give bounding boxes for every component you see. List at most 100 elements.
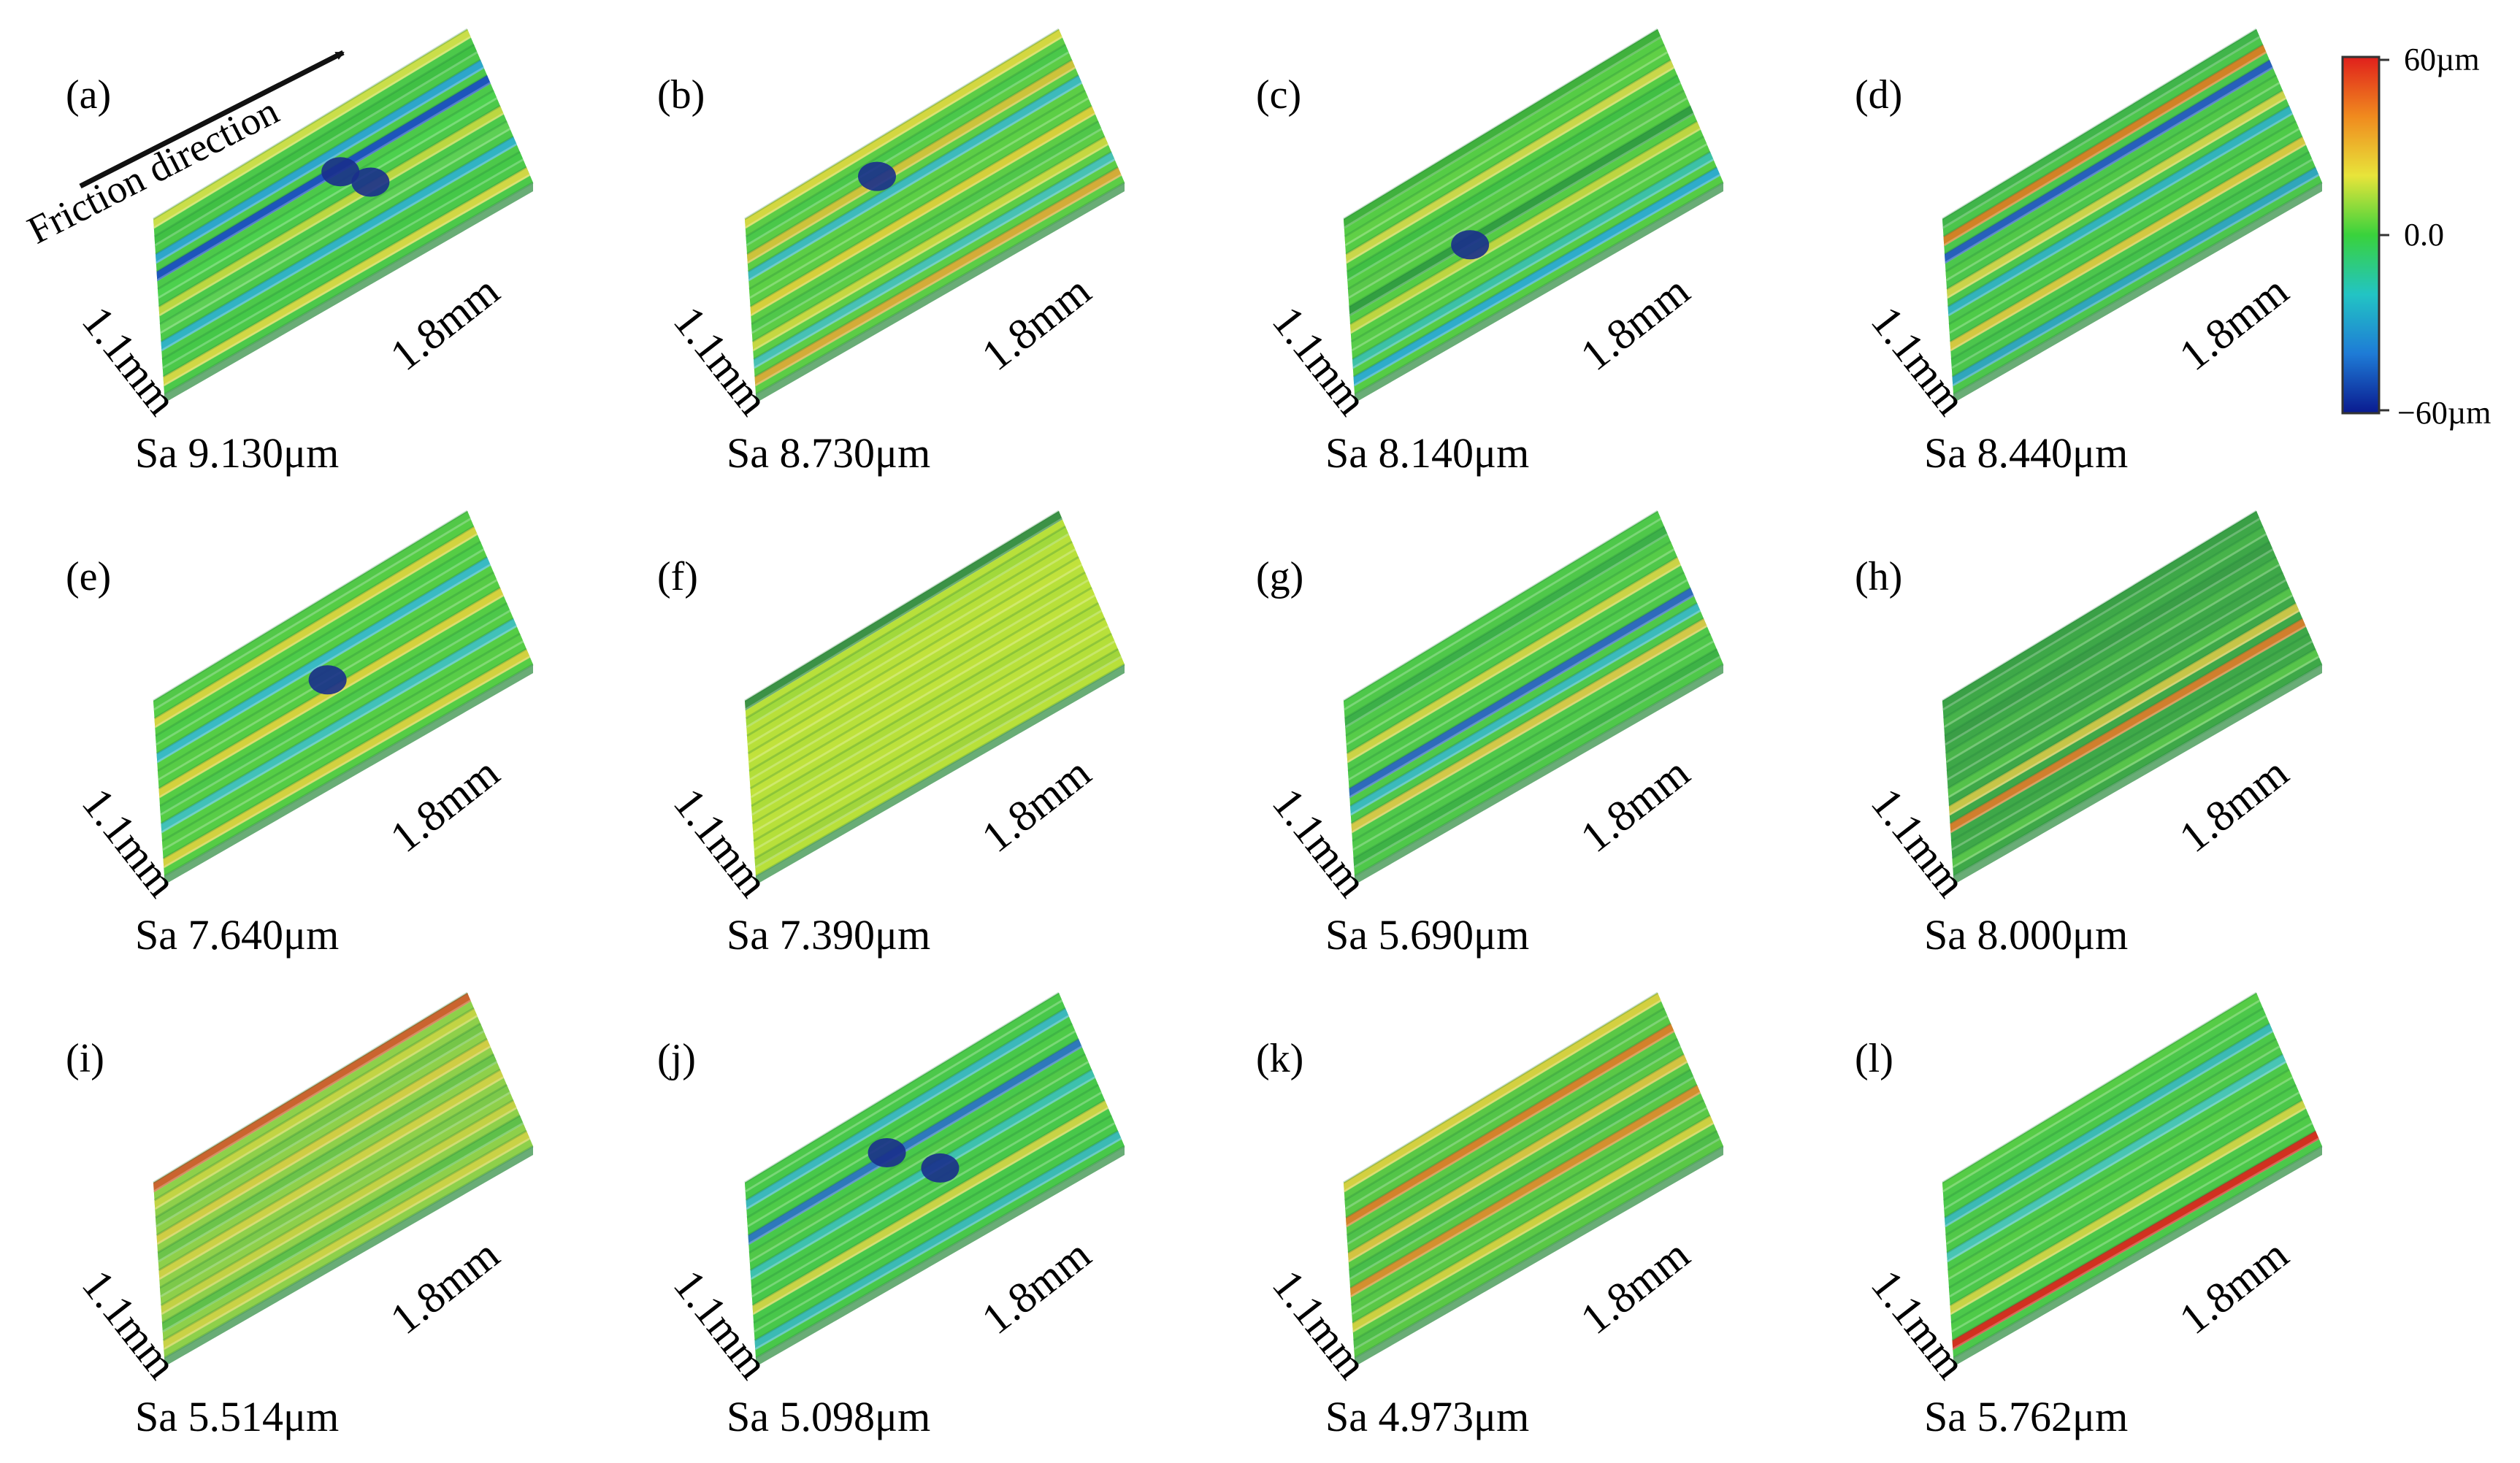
surface-stripe bbox=[1352, 634, 1714, 851]
surface-stripe bbox=[754, 649, 1122, 869]
panel-j-surface bbox=[744, 991, 1125, 1367]
surface-stripe bbox=[1351, 1100, 1707, 1316]
surface-stripe bbox=[752, 618, 1108, 834]
surface-stripe bbox=[1344, 45, 1668, 247]
surface-stripe bbox=[153, 993, 471, 1193]
surface-stripe bbox=[747, 60, 1076, 264]
wear-pit bbox=[868, 1138, 906, 1168]
surface-stripe bbox=[752, 1100, 1108, 1316]
surface-stripe bbox=[154, 526, 478, 729]
surface-stripe bbox=[156, 557, 491, 764]
panel-d-sa-caption: Sa 8.440μm bbox=[1924, 429, 2128, 477]
surface-stripe bbox=[1951, 1116, 2313, 1333]
surface-stripe bbox=[745, 29, 1062, 229]
surface-stripe bbox=[1952, 167, 2319, 387]
panel-k-sa-caption: Sa 4.973μm bbox=[1325, 1393, 1529, 1440]
panel-i-label: (i) bbox=[66, 1036, 104, 1081]
surface-stripe bbox=[1951, 634, 2313, 851]
panel-f-label: (f) bbox=[657, 554, 698, 599]
surface-stripe bbox=[754, 152, 1115, 369]
surface-stripe bbox=[1949, 603, 2299, 816]
surface-stripe bbox=[153, 29, 471, 229]
panel-d-surface bbox=[1942, 28, 2323, 403]
surface-stripe bbox=[746, 526, 1069, 729]
surface-stripe bbox=[748, 75, 1082, 282]
surface-stripe bbox=[1951, 152, 2313, 369]
surface-stripe bbox=[1351, 618, 1707, 834]
surface-stripe bbox=[1948, 1070, 2293, 1280]
surface-stripe bbox=[1347, 1039, 1681, 1245]
surface-stripe bbox=[1347, 75, 1681, 282]
surface-stripe bbox=[158, 1054, 497, 1263]
panel-e-label: (e) bbox=[66, 554, 111, 599]
surface-stripe bbox=[1948, 106, 2293, 317]
surface-stripe bbox=[751, 1085, 1102, 1298]
surface-stripe bbox=[1950, 1100, 2306, 1316]
wear-pit bbox=[1451, 230, 1490, 260]
surface-stripe bbox=[1947, 91, 2286, 299]
surface-stripe bbox=[1945, 75, 2280, 282]
surface-stripe bbox=[1344, 511, 1661, 711]
surface-stripe bbox=[746, 1008, 1069, 1210]
panel-g-sa-caption: Sa 5.690μm bbox=[1325, 911, 1529, 959]
surface-stripe bbox=[1347, 557, 1681, 764]
surface-stripe bbox=[156, 60, 484, 264]
wear-pit bbox=[308, 665, 347, 695]
panel-k-surface bbox=[1343, 991, 1724, 1367]
panel-c-sa-caption: Sa 8.140μm bbox=[1325, 429, 1529, 477]
panel-l-label: (l) bbox=[1855, 1036, 1893, 1081]
wear-pit bbox=[321, 157, 360, 187]
surface-stripe bbox=[1350, 603, 1701, 816]
surface-stripe bbox=[754, 1131, 1122, 1351]
panel-h-surface bbox=[1942, 510, 2323, 885]
surface-stripe bbox=[1351, 137, 1707, 352]
panel-f-sa-caption: Sa 7.390μm bbox=[727, 911, 930, 959]
panel-j-label: (j) bbox=[657, 1036, 696, 1081]
panel-a-surface bbox=[153, 28, 534, 403]
surface-stripe bbox=[1349, 106, 1694, 317]
surface-stripe bbox=[1344, 1008, 1668, 1210]
panel-h-label: (h) bbox=[1855, 554, 1902, 599]
surface-stripe bbox=[1349, 1070, 1694, 1280]
surface-stripe bbox=[1349, 588, 1694, 799]
surface-stripe bbox=[1942, 29, 2260, 229]
panel-g-length-label: 1.8mm bbox=[1571, 748, 1698, 862]
panel-g-label: (g) bbox=[1256, 554, 1303, 599]
surface-stripe bbox=[161, 618, 517, 834]
surface-stripe bbox=[754, 1116, 1115, 1333]
panel-e-surface bbox=[153, 510, 534, 885]
surface-stripe bbox=[158, 91, 497, 299]
surface-stripe bbox=[162, 1116, 524, 1333]
surface-stripe bbox=[1943, 45, 2267, 247]
surface-stripe bbox=[1353, 167, 1720, 387]
panel-j-sa-caption: Sa 5.098μm bbox=[727, 1393, 930, 1440]
surface-stripe bbox=[158, 106, 504, 317]
panel-k-length-label: 1.8mm bbox=[1571, 1230, 1698, 1344]
surface-stripe bbox=[1348, 572, 1688, 781]
surface-stripe bbox=[161, 137, 517, 352]
surface-stripe bbox=[749, 91, 1089, 299]
panel-e-length-label: 1.8mm bbox=[381, 748, 508, 862]
surface-stripe bbox=[1943, 1008, 2267, 1210]
surface-stripe bbox=[1952, 1131, 2319, 1351]
panel-b-length-label: 1.8mm bbox=[973, 266, 1099, 380]
surface-stripe bbox=[1344, 993, 1661, 1193]
surface-stripe bbox=[1353, 1131, 1720, 1351]
surface-stripe bbox=[160, 1085, 510, 1298]
surface-stripe bbox=[1948, 588, 2293, 799]
surface-stripe bbox=[1350, 121, 1701, 334]
surface-stripe bbox=[745, 993, 1062, 1193]
surface-stripe bbox=[163, 167, 530, 387]
friction-direction-arrow bbox=[79, 50, 345, 189]
surface-stripe bbox=[1353, 649, 1720, 869]
surface-stripe bbox=[754, 634, 1115, 851]
